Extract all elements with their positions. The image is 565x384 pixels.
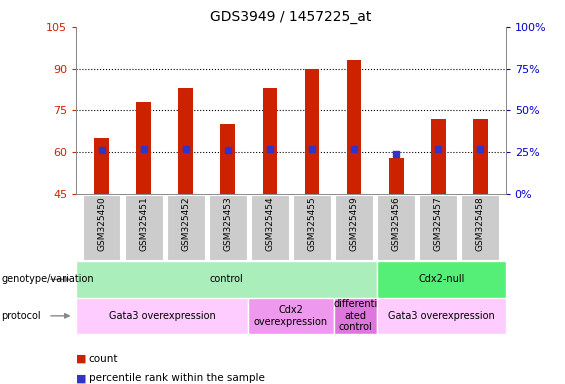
Bar [473,119,488,194]
Text: Gata3 overexpression: Gata3 overexpression [109,311,215,321]
Point [350,146,359,152]
Text: differenti
ated
control: differenti ated control [333,299,377,333]
FancyBboxPatch shape [293,195,331,260]
Text: ■: ■ [76,354,87,364]
Text: Gata3 overexpression: Gata3 overexpression [388,311,494,321]
FancyBboxPatch shape [209,195,247,260]
Text: count: count [89,354,118,364]
Text: GSM325458: GSM325458 [476,196,485,251]
FancyBboxPatch shape [335,195,373,260]
FancyBboxPatch shape [248,298,334,334]
Text: GSM325456: GSM325456 [392,196,401,251]
FancyBboxPatch shape [419,195,457,260]
Point [266,146,275,152]
Point [392,151,401,157]
Bar [94,138,109,194]
FancyBboxPatch shape [76,261,377,298]
Point [476,146,485,152]
Point [181,146,190,152]
Point [97,147,106,154]
FancyBboxPatch shape [377,298,506,334]
Text: GSM325454: GSM325454 [266,196,275,251]
Point [139,146,148,152]
FancyBboxPatch shape [82,195,120,260]
FancyBboxPatch shape [462,195,499,260]
FancyBboxPatch shape [76,298,248,334]
Bar [220,124,235,194]
Text: GSM325457: GSM325457 [434,196,443,251]
FancyBboxPatch shape [377,261,506,298]
Point [307,146,316,152]
Text: ■: ■ [76,373,87,383]
Bar [431,119,446,194]
Bar [179,88,193,194]
Text: genotype/variation: genotype/variation [1,274,94,285]
Text: percentile rank within the sample: percentile rank within the sample [89,373,264,383]
Text: GSM325450: GSM325450 [97,196,106,251]
FancyBboxPatch shape [125,195,163,260]
Point [434,146,443,152]
Text: GSM325455: GSM325455 [307,196,316,251]
FancyBboxPatch shape [377,195,415,260]
FancyBboxPatch shape [167,195,205,260]
Point [223,147,232,154]
Text: control: control [210,274,244,285]
FancyBboxPatch shape [334,298,377,334]
Text: Cdx2
overexpression: Cdx2 overexpression [254,305,328,327]
Bar [263,88,277,194]
Bar [136,102,151,194]
Text: Cdx2-null: Cdx2-null [418,274,464,285]
FancyBboxPatch shape [251,195,289,260]
Text: GSM325452: GSM325452 [181,196,190,251]
Text: GSM325459: GSM325459 [350,196,359,251]
Text: protocol: protocol [1,311,41,321]
Text: GSM325453: GSM325453 [223,196,232,251]
Text: GSM325451: GSM325451 [139,196,148,251]
Title: GDS3949 / 1457225_at: GDS3949 / 1457225_at [210,10,372,25]
Bar [347,60,362,194]
Bar [305,69,319,194]
Bar [389,158,403,194]
